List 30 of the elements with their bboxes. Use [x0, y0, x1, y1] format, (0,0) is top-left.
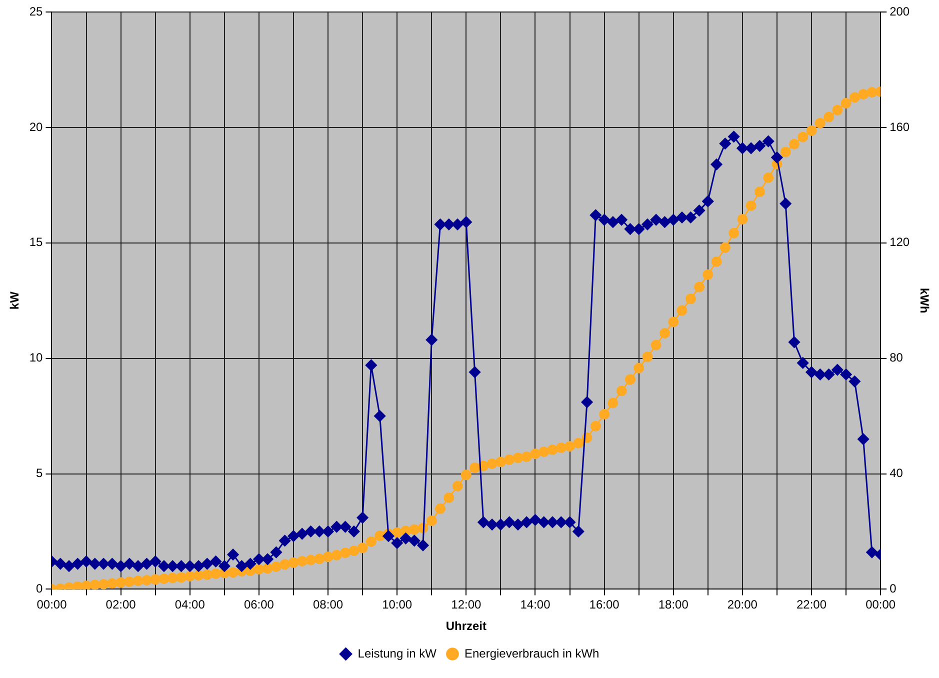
y2-tick-label: 120: [890, 235, 910, 250]
y-tick-label: 25: [29, 4, 44, 18]
x-tick-label: 10:00: [382, 598, 412, 612]
x-tick-label: 08:00: [313, 598, 344, 612]
x-tick-label: 22:00: [796, 598, 827, 612]
y-axis-title: kW: [8, 290, 22, 310]
legend-label: Leistung in kW: [358, 646, 438, 660]
x-tick-label: 16:00: [589, 598, 620, 612]
x-tick-label: 20:00: [727, 598, 758, 612]
x-tick-label: 02:00: [106, 598, 136, 612]
x-tick-label: 14:00: [520, 598, 551, 612]
y2-tick-label: 160: [890, 120, 910, 134]
x-tick-label: 12:00: [451, 598, 482, 612]
x-tick-label: 06:00: [244, 598, 274, 612]
y2-tick-label: 80: [890, 350, 904, 365]
x-axis-title: Uhrzeit: [446, 619, 486, 634]
y-tick-label: 0: [36, 582, 44, 596]
x-tick-label: 04:00: [174, 598, 206, 612]
y-tick-label: 20: [29, 120, 44, 134]
x-tick-label: 18:00: [658, 598, 689, 612]
y2-tick-label: 200: [890, 4, 910, 18]
y2-axis-title: kWh: [917, 288, 932, 314]
y2-tick-label: 40: [890, 466, 904, 480]
y-tick-label: 10: [29, 350, 44, 365]
y-tick-label: 5: [36, 466, 44, 480]
y2-tick-label: 0: [890, 582, 897, 596]
x-tick-label: 00:00: [866, 598, 896, 612]
x-tick-label: 00:00: [36, 598, 68, 612]
legend-label: Energieverbrauch in kWh: [464, 646, 600, 660]
y-tick-label: 15: [29, 235, 44, 250]
